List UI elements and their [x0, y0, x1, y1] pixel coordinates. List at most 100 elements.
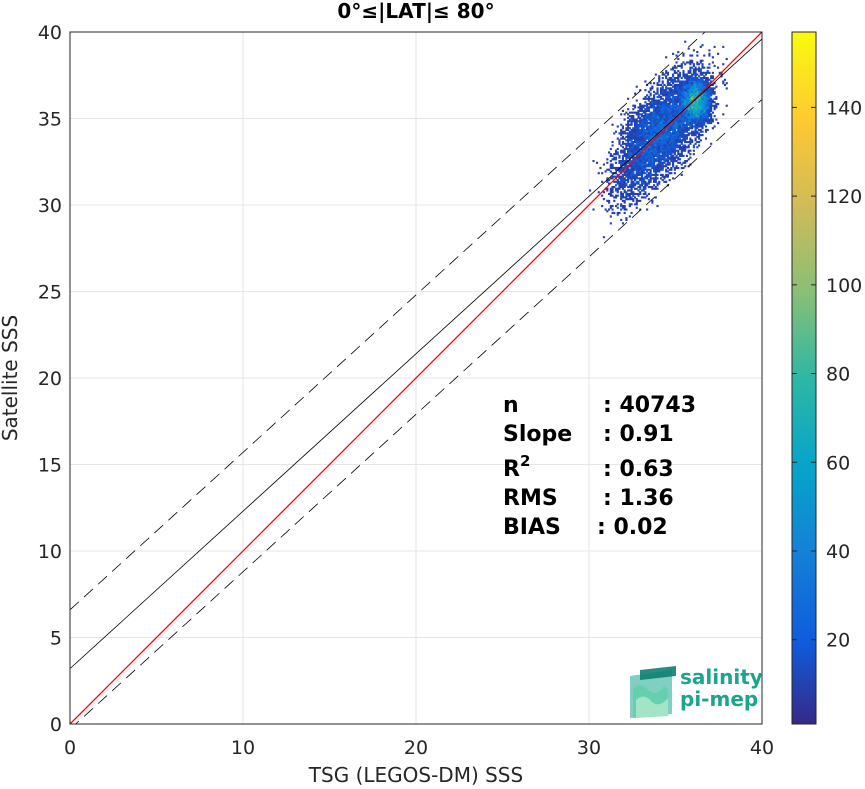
density-cell-1883 [665, 146, 668, 149]
density-cell-1189 [620, 203, 623, 206]
density-cell-2436 [621, 156, 624, 159]
density-cell-107 [697, 96, 701, 99]
density-cell-1441 [661, 154, 664, 157]
density-cell-1363 [632, 153, 635, 156]
density-cell-1761 [647, 108, 650, 111]
density-cell-728 [703, 96, 706, 99]
density-cell-2376 [620, 191, 623, 194]
density-cell-18 [699, 101, 702, 104]
stat-r2-sup: 2 [520, 452, 530, 470]
density-cell-429 [680, 123, 683, 126]
density-cell-2380 [611, 185, 614, 189]
density-cell-1040 [703, 115, 706, 118]
density-cell-2484 [653, 102, 656, 106]
density-cell-1312 [687, 108, 690, 111]
density-cell-1549 [618, 170, 621, 173]
density-cell-348 [682, 102, 685, 106]
density-cell-955 [675, 137, 678, 140]
density-cell-1465 [680, 113, 683, 116]
density-cell-2434 [684, 75, 687, 78]
density-cell-409 [646, 165, 649, 168]
density-cell-270 [666, 161, 669, 164]
density-cell-2405 [625, 123, 628, 126]
density-cell-854 [678, 154, 682, 157]
density-cell-1749 [673, 168, 676, 171]
density-cell-913 [654, 185, 657, 189]
density-cell-156 [694, 102, 697, 106]
density-cell-1861 [635, 146, 638, 149]
density-cell-2341 [701, 134, 704, 137]
density-cell-2053 [668, 97, 671, 100]
density-cell-654 [653, 147, 656, 151]
density-cell-431 [653, 130, 656, 133]
density-cell-4 [656, 113, 659, 116]
density-cell-2276 [658, 146, 661, 149]
density-cell-550 [644, 177, 647, 180]
density-cell-1289 [651, 85, 654, 88]
density-cell-972 [673, 108, 676, 111]
density-cell-2449 [646, 113, 649, 116]
density-cell-1989 [663, 94, 666, 97]
density-cell-189 [672, 94, 675, 97]
density-cell-1004 [661, 116, 664, 119]
density-cell-2301 [673, 92, 676, 95]
density-cell-722 [632, 120, 635, 123]
colorbar-tick-label-2: 60 [826, 452, 850, 474]
density-cell-2093 [661, 139, 664, 142]
density-cell-872 [609, 153, 612, 156]
density-cell-2320 [663, 90, 666, 93]
density-cell-2395 [613, 199, 616, 202]
density-cell-2263 [635, 187, 638, 190]
density-cell-916 [625, 165, 628, 168]
density-cell-1796 [670, 172, 673, 175]
density-cell-2331 [647, 132, 650, 135]
density-cell-1307 [691, 85, 694, 88]
stat-slope-value: : 0.91 [603, 422, 674, 447]
density-cell-2254 [611, 191, 614, 194]
density-cell-646 [701, 83, 704, 87]
density-cell-2452 [682, 166, 685, 170]
density-cell-1419 [659, 163, 663, 166]
density-cell-2305 [627, 194, 630, 197]
density-cell-244 [661, 102, 664, 106]
density-cell-780 [656, 137, 659, 140]
density-cell-1569 [654, 109, 657, 112]
density-cell-364 [658, 154, 661, 157]
density-cell-1271 [666, 104, 669, 107]
line-regression [70, 38, 762, 669]
density-cell-1023 [710, 80, 713, 83]
density-cell-203 [685, 78, 689, 81]
density-cell-123 [633, 127, 637, 130]
density-cell-2358 [623, 205, 626, 208]
density-cell-1738 [675, 121, 678, 125]
density-cell-2528 [685, 82, 689, 85]
density-cell-1784 [642, 132, 645, 135]
density-cell-926 [647, 179, 650, 182]
density-cell-931 [637, 170, 640, 173]
density-cell-956 [687, 92, 690, 95]
density-cell-442 [703, 97, 706, 100]
density-cell-591 [706, 118, 709, 121]
density-cell-1003 [628, 132, 631, 135]
density-cell-510 [687, 109, 690, 112]
density-cell-2063 [625, 147, 628, 151]
density-cell-2193 [649, 180, 652, 183]
density-cell-765 [701, 87, 704, 90]
density-cell-1246 [635, 134, 638, 137]
density-cell-1017 [633, 173, 637, 176]
density-cell-2461 [627, 168, 630, 171]
density-cell-2139 [668, 139, 671, 142]
density-cell-1754 [625, 172, 628, 175]
density-cell-159 [613, 156, 616, 159]
density-cell-1561 [623, 172, 626, 175]
density-cell-808 [685, 96, 689, 99]
density-cell-2149 [653, 82, 656, 85]
density-cell-1625 [677, 106, 680, 109]
density-cell-334 [689, 97, 692, 100]
density-cell-1873 [680, 128, 683, 132]
density-cell-2113 [656, 168, 659, 171]
density-cell-2207 [630, 132, 633, 135]
density-cell-2092 [677, 130, 680, 133]
x-tick-label-1: 10 [231, 737, 255, 759]
density-cell-1260 [704, 113, 708, 116]
